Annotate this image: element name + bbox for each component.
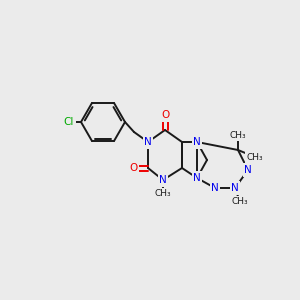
Text: N: N bbox=[159, 175, 167, 185]
Text: CH₃: CH₃ bbox=[247, 152, 263, 161]
Text: CH₃: CH₃ bbox=[230, 130, 246, 140]
Text: Cl: Cl bbox=[64, 117, 74, 127]
Text: N: N bbox=[193, 137, 201, 147]
Text: N: N bbox=[193, 173, 201, 183]
Text: CH₃: CH₃ bbox=[232, 197, 248, 206]
Text: N: N bbox=[144, 137, 152, 147]
Text: N: N bbox=[211, 183, 219, 193]
Text: CH₃: CH₃ bbox=[155, 190, 171, 199]
Text: N: N bbox=[244, 165, 252, 175]
Text: O: O bbox=[129, 163, 137, 173]
Text: N: N bbox=[231, 183, 239, 193]
Text: O: O bbox=[161, 110, 169, 120]
